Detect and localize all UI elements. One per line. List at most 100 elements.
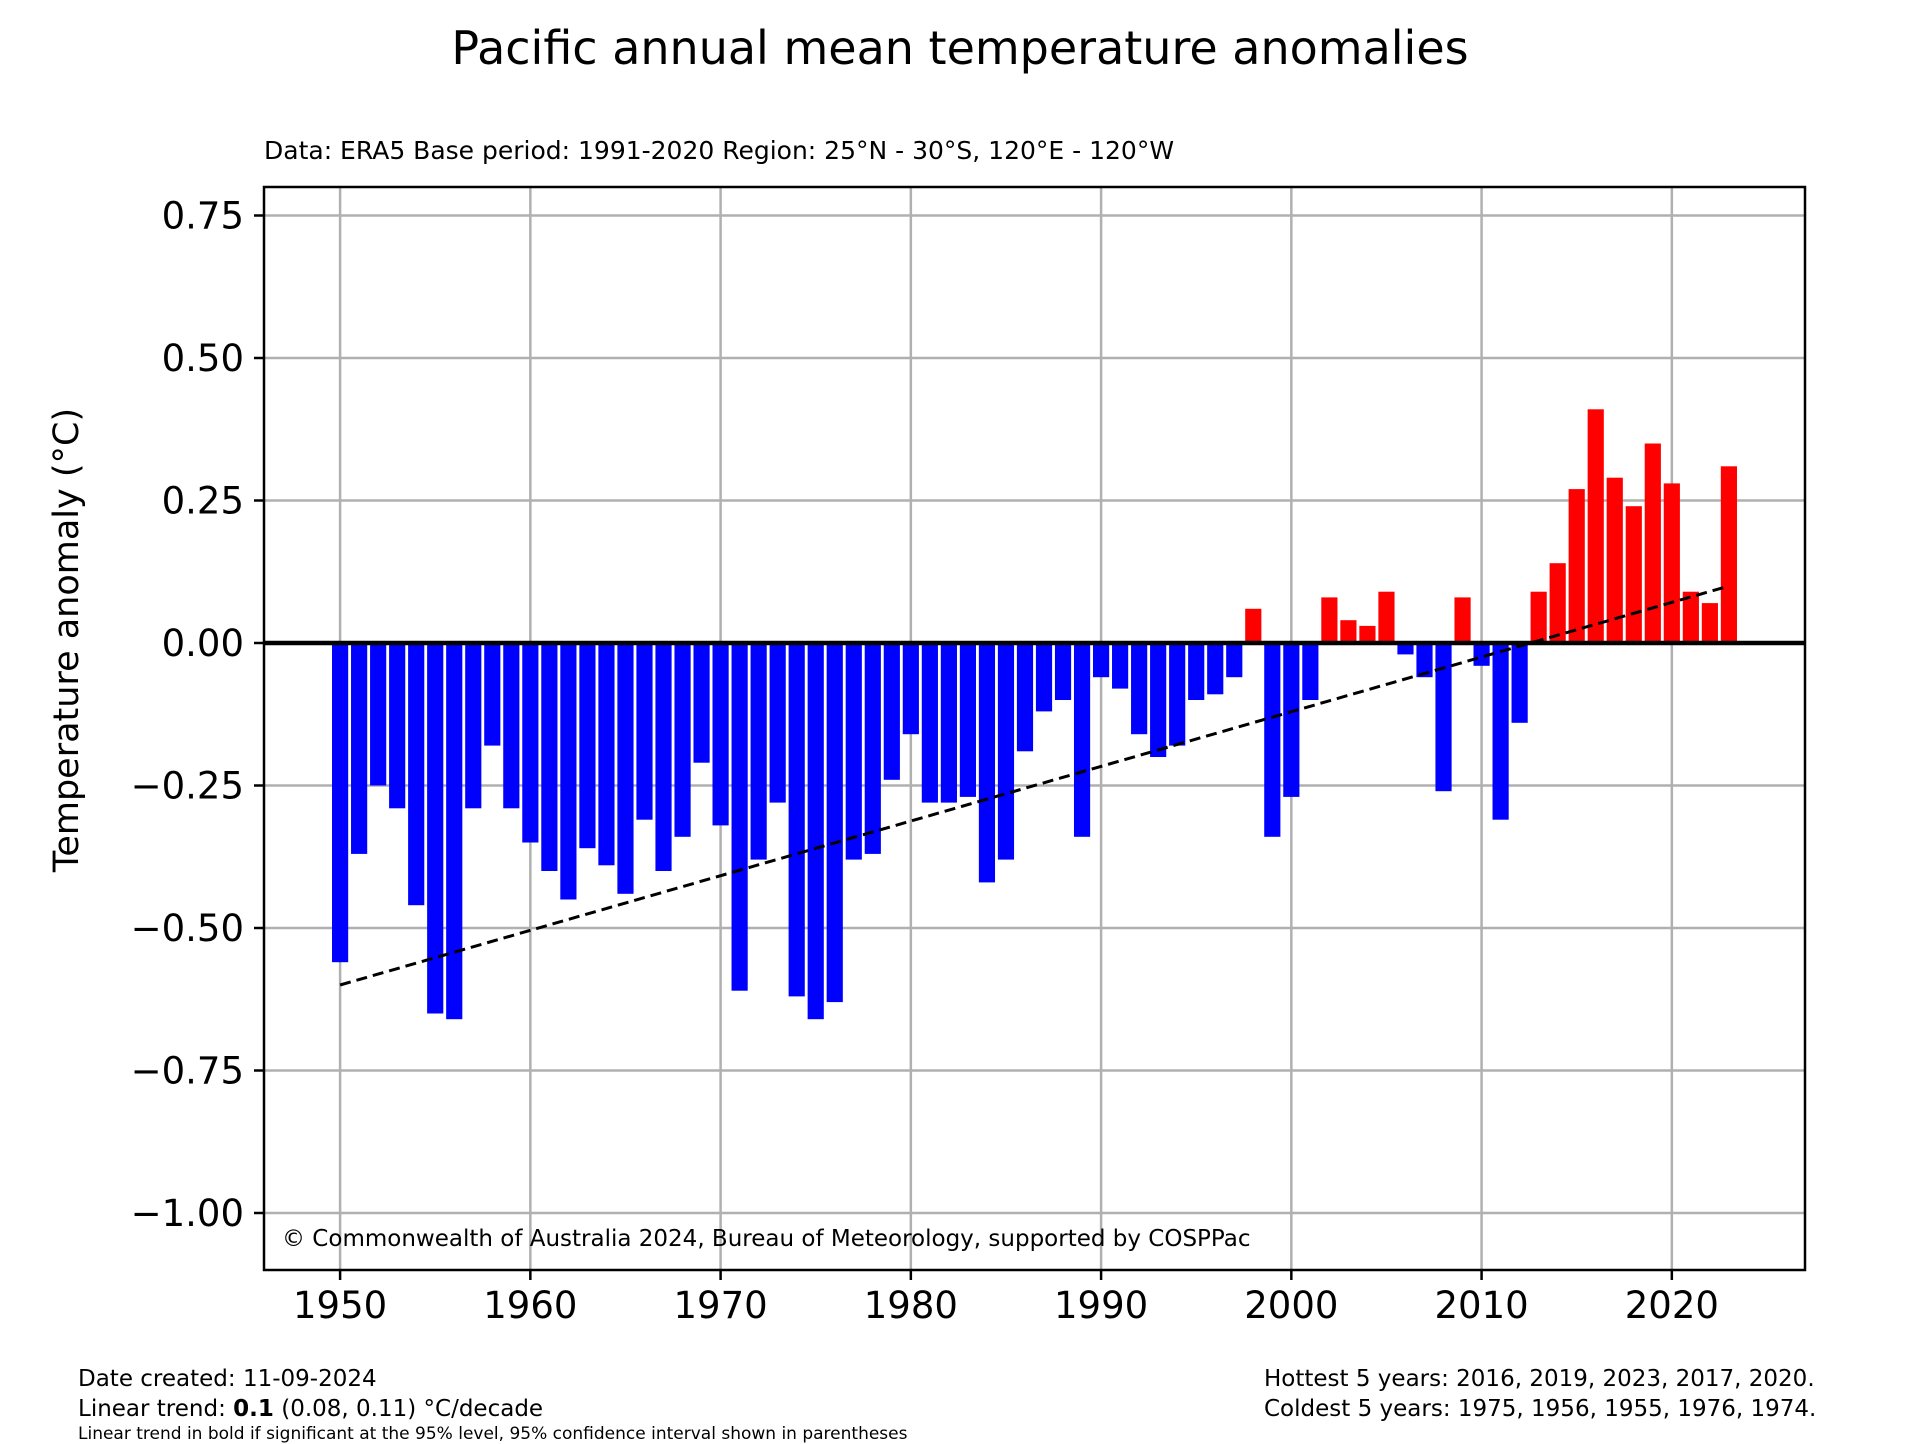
bar-2002 — [1321, 597, 1338, 643]
bar-1967 — [655, 643, 672, 871]
bar-1976 — [826, 643, 843, 1003]
bar-1998 — [1245, 608, 1262, 643]
y-tick-label: −0.50 — [131, 907, 244, 950]
bar-1987 — [1035, 643, 1053, 712]
y-axis-label: Temperature anomaly (°C) — [47, 408, 87, 873]
trend-prefix: Linear trend: — [78, 1396, 234, 1422]
bar-1974 — [788, 643, 805, 997]
bar-1994 — [1169, 643, 1186, 746]
y-tick-label: −0.25 — [131, 765, 244, 808]
bar-1990 — [1093, 643, 1110, 678]
bar-1958 — [484, 643, 501, 746]
x-tick-label: 1980 — [864, 1284, 958, 1327]
bar-1989 — [1073, 643, 1091, 837]
bar-1956 — [446, 643, 463, 1020]
bar-1970 — [712, 643, 729, 826]
bar-1968 — [674, 643, 691, 837]
bar-1972 — [750, 643, 767, 860]
bar-1981 — [921, 643, 938, 803]
bar-1973 — [769, 643, 786, 803]
bar-1999 — [1264, 643, 1281, 837]
bar-1985 — [997, 643, 1015, 860]
y-tick-label: 0.75 — [162, 195, 244, 238]
date-created: Date created: 11-09-2024 — [78, 1366, 377, 1392]
bar-2021 — [1682, 591, 1699, 643]
bar-1954 — [408, 643, 425, 906]
y-tick-label: −0.75 — [131, 1050, 244, 1093]
bar-1961 — [541, 643, 558, 871]
bar-1971 — [731, 643, 748, 991]
bar-2004 — [1359, 625, 1376, 643]
x-tick-label: 2000 — [1244, 1284, 1338, 1327]
bars-group — [332, 409, 1737, 1020]
bar-1986 — [1016, 643, 1034, 752]
trend-suffix: (0.08, 0.11) °C/decade — [273, 1396, 544, 1422]
bar-1950 — [332, 643, 349, 963]
y-tick-label: 0.00 — [162, 622, 244, 665]
bar-1951 — [351, 643, 368, 854]
plot-frame — [262, 185, 1807, 1272]
bar-1983 — [959, 643, 976, 797]
bar-1977 — [845, 643, 862, 860]
bar-2008 — [1435, 643, 1452, 792]
trend-note: Linear trend in bold if significant at t… — [78, 1424, 908, 1444]
bar-1960 — [522, 643, 539, 843]
bar-1992 — [1131, 643, 1148, 735]
bar-1995 — [1188, 643, 1205, 700]
x-axis-ticks: 1950 1960 1970 1980 1990 2000 2010 2020 — [293, 1270, 1719, 1327]
bar-1984 — [978, 643, 996, 883]
trend-value: 0.1 — [233, 1396, 274, 1422]
bar-2007 — [1416, 643, 1433, 678]
bar-2023 — [1720, 466, 1737, 643]
x-tick-label: 1970 — [674, 1284, 768, 1327]
bar-1953 — [389, 643, 406, 809]
bar-1997 — [1226, 643, 1243, 678]
bar-1996 — [1207, 643, 1224, 695]
bar-1962 — [560, 643, 577, 900]
bar-1963 — [579, 643, 596, 849]
y-tick-label: 0.50 — [162, 337, 244, 380]
trend-line — [339, 584, 1730, 987]
bar-1975 — [807, 643, 824, 1020]
footer-right: Hottest 5 years: 2016, 2019, 2023, 2017,… — [1264, 1364, 1816, 1424]
bar-2012 — [1511, 643, 1528, 723]
x-tick-label: 1950 — [293, 1284, 387, 1327]
bar-1993 — [1150, 643, 1167, 757]
bar-1966 — [636, 643, 653, 820]
bar-2003 — [1340, 620, 1357, 643]
bar-1957 — [465, 643, 482, 809]
bar-2010 — [1473, 643, 1490, 666]
bar-1991 — [1112, 643, 1129, 689]
copyright-annotation: © Commonwealth of Australia 2024, Bureau… — [282, 1226, 1251, 1252]
footer-left: Date created: 11-09-2024 Linear trend: 0… — [78, 1364, 543, 1424]
hottest-years: Hottest 5 years: 2016, 2019, 2023, 2017,… — [1264, 1366, 1815, 1392]
bar-1955 — [427, 643, 444, 1014]
x-tick-label: 1960 — [483, 1284, 577, 1327]
bar-1964 — [598, 643, 615, 866]
bar-2013 — [1530, 591, 1547, 643]
bar-2005 — [1378, 591, 1395, 643]
bar-2014 — [1549, 563, 1566, 643]
bar-1959 — [503, 643, 520, 809]
bar-1979 — [883, 643, 900, 780]
bar-2017 — [1606, 477, 1623, 643]
bar-1952 — [370, 643, 387, 786]
chart-title: Pacific annual mean temperature anomalie… — [451, 21, 1468, 75]
bar-2022 — [1701, 603, 1718, 643]
bar-2001 — [1302, 643, 1319, 700]
coldest-years: Coldest 5 years: 1975, 1956, 1955, 1976,… — [1264, 1396, 1817, 1422]
y-tick-label: 0.25 — [162, 480, 244, 523]
bar-2006 — [1397, 643, 1414, 655]
y-axis-ticks: 0.75 0.50 0.25 0.00 −0.25 −0.50 −0.75 −1.00 — [131, 195, 264, 1235]
bar-2009 — [1454, 597, 1471, 643]
bar-2015 — [1568, 489, 1585, 643]
x-tick-label: 2020 — [1625, 1284, 1719, 1327]
x-tick-label: 1990 — [1054, 1284, 1148, 1327]
linear-trend: Linear trend: 0.1 (0.08, 0.11) °C/decade — [78, 1394, 543, 1424]
bar-2011 — [1492, 643, 1509, 820]
chart-subtitle: Data: ERA5 Base period: 1991-2020 Region… — [264, 136, 1174, 165]
bar-2020 — [1663, 483, 1680, 643]
bar-2000 — [1283, 643, 1300, 797]
bar-1980 — [902, 643, 919, 735]
